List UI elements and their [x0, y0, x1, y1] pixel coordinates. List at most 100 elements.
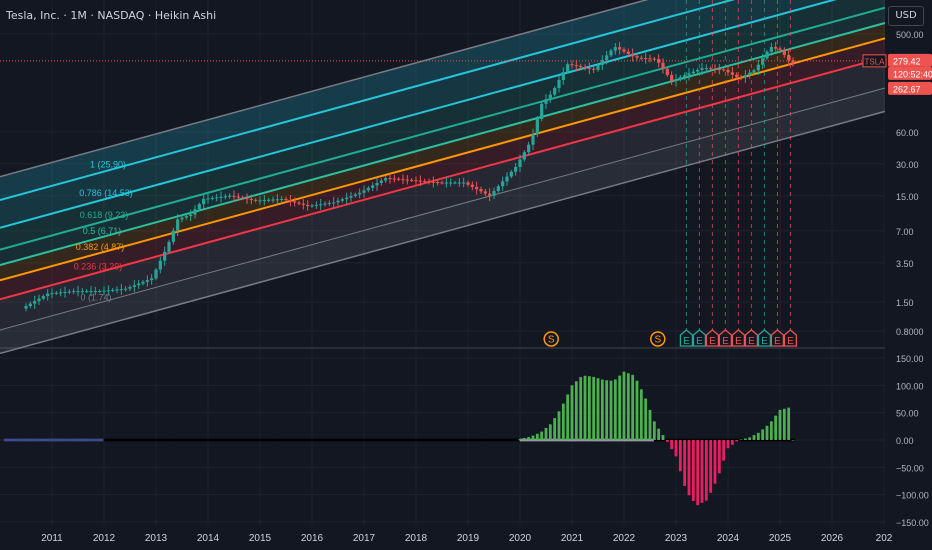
squeeze-dot	[337, 438, 341, 442]
squeeze-dot	[237, 438, 241, 442]
squeeze-dot	[265, 438, 269, 442]
candle-body	[674, 79, 678, 82]
squeeze-dot	[196, 438, 200, 442]
squeeze-dot	[402, 438, 406, 442]
fib-level-line	[0, 56, 886, 301]
oscillator-bar	[587, 376, 591, 440]
oscillator-bar	[778, 409, 782, 440]
squeeze-dot	[259, 438, 263, 442]
oscillator-bar	[683, 440, 687, 487]
squeeze-dot	[70, 438, 74, 442]
time-tick-label: 2023	[665, 533, 688, 544]
candle-body	[774, 46, 778, 49]
squeeze-dot	[16, 438, 20, 442]
squeeze-dot	[417, 438, 421, 442]
candle-body	[353, 194, 357, 196]
oscillator-bar	[635, 380, 639, 440]
fib-level-label: 0.236 (3.29)	[74, 262, 123, 272]
osc-tick-label: 150.00	[896, 354, 924, 364]
candle-body	[726, 69, 730, 73]
candle-body	[262, 200, 266, 202]
squeeze-dot	[109, 438, 113, 442]
squeeze-dot	[101, 438, 105, 442]
earnings-marker-label: E	[683, 336, 690, 347]
candle-body	[748, 72, 752, 76]
candle-body	[106, 290, 110, 292]
squeeze-dot	[395, 438, 399, 442]
squeeze-dot	[283, 438, 287, 442]
candle-body	[249, 199, 253, 201]
split-marker-icon	[650, 331, 666, 347]
squeeze-dot	[391, 438, 395, 442]
candle-body	[704, 68, 708, 70]
squeeze-dot	[86, 438, 90, 442]
squeeze-dot	[248, 438, 252, 442]
candle-body	[561, 72, 565, 81]
candle-body	[119, 289, 123, 291]
squeeze-dot	[382, 438, 386, 442]
candle-body	[392, 178, 396, 180]
candle-body	[184, 216, 188, 218]
oscillator-bar	[535, 433, 539, 440]
squeeze-dot	[68, 438, 72, 442]
candle-body	[670, 75, 674, 82]
squeeze-dot	[504, 438, 508, 442]
candle-body	[319, 204, 323, 206]
squeeze-dot	[112, 438, 116, 442]
fib-level-line	[0, 0, 837, 229]
squeeze-dot	[315, 438, 319, 442]
squeeze-dot	[393, 438, 397, 442]
last-price-tag: 279.42	[888, 53, 932, 67]
squeeze-dot	[62, 438, 66, 442]
countdown-tag-text: 120:52:40	[893, 69, 932, 79]
candle-body	[375, 183, 379, 186]
oscillator-bar	[670, 440, 674, 450]
squeeze-dot	[285, 438, 289, 442]
oscillator-bar	[756, 432, 760, 440]
candle-body	[128, 287, 132, 289]
squeeze-dot	[467, 438, 471, 442]
candle-body	[141, 281, 145, 284]
squeeze-dot	[229, 438, 233, 442]
squeeze-dot	[497, 438, 501, 442]
fib-level-line	[0, 6, 886, 251]
squeeze-dot	[246, 438, 250, 442]
squeeze-dot	[66, 438, 70, 442]
candle-body	[388, 178, 392, 180]
squeeze-dot	[491, 438, 495, 442]
squeeze-dot	[311, 438, 315, 442]
candle-body	[301, 203, 305, 205]
oscillator-bar	[583, 375, 587, 440]
earnings-marker-label: E	[748, 336, 755, 347]
squeeze-dot	[120, 438, 124, 442]
candle-body	[241, 197, 245, 199]
candle-body	[678, 77, 682, 80]
squeeze-dot	[47, 438, 51, 442]
candle-body	[102, 290, 106, 292]
candle-body	[761, 58, 765, 65]
squeeze-dot	[367, 438, 371, 442]
squeeze-dot	[473, 438, 477, 442]
candle-body	[522, 152, 526, 160]
fib-level-line	[0, 87, 886, 331]
oscillator-bar	[600, 379, 604, 440]
squeeze-dot	[164, 438, 168, 442]
squeeze-dot	[213, 438, 217, 442]
squeeze-dot	[170, 438, 174, 442]
squeeze-dot	[122, 438, 126, 442]
squeeze-dot	[502, 438, 506, 442]
earnings-dashed-lines	[685, 0, 791, 331]
candle-body	[713, 68, 717, 70]
squeeze-dot	[250, 438, 254, 442]
candle-body	[115, 289, 119, 291]
candle-body	[449, 182, 453, 184]
squeeze-dot	[29, 438, 33, 442]
oscillator-bar	[765, 425, 769, 440]
currency-selector[interactable]: USD	[888, 6, 924, 26]
fib-level-label: 0.786 (14.53)	[79, 188, 133, 198]
time-tick-label: 2018	[405, 533, 428, 544]
squeeze-dot	[55, 438, 59, 442]
candle-body	[587, 67, 591, 69]
